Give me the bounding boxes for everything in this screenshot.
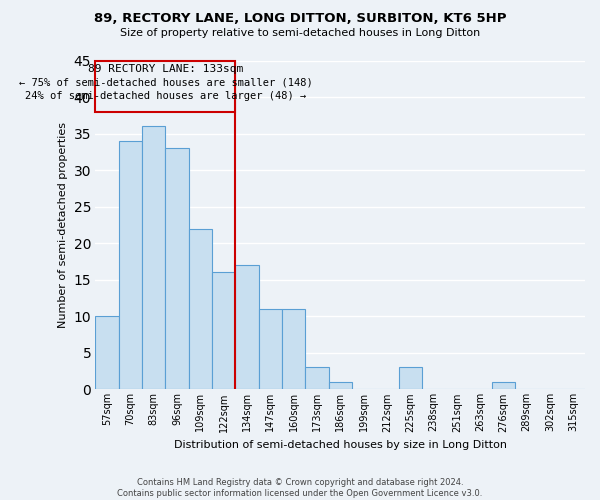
X-axis label: Distribution of semi-detached houses by size in Long Ditton: Distribution of semi-detached houses by … [174,440,507,450]
Bar [305,368,329,390]
Bar [95,316,119,390]
Bar [329,382,352,390]
Bar [166,148,188,390]
Text: ← 75% of semi-detached houses are smaller (148): ← 75% of semi-detached houses are smalle… [19,78,312,88]
Y-axis label: Number of semi-detached properties: Number of semi-detached properties [58,122,68,328]
Bar [235,265,259,390]
Text: 89, RECTORY LANE, LONG DITTON, SURBITON, KT6 5HP: 89, RECTORY LANE, LONG DITTON, SURBITON,… [94,12,506,26]
Bar [142,126,166,390]
Bar [212,272,235,390]
Bar [119,141,142,390]
Bar [95,60,235,112]
Text: 24% of semi-detached houses are larger (48) →: 24% of semi-detached houses are larger (… [25,90,306,101]
Text: Size of property relative to semi-detached houses in Long Ditton: Size of property relative to semi-detach… [120,28,480,38]
Text: 89 RECTORY LANE: 133sqm: 89 RECTORY LANE: 133sqm [88,64,243,74]
Text: Contains HM Land Registry data © Crown copyright and database right 2024.
Contai: Contains HM Land Registry data © Crown c… [118,478,482,498]
Bar [188,228,212,390]
Bar [282,309,305,390]
Bar [398,368,422,390]
Bar [492,382,515,390]
Bar [259,309,282,390]
